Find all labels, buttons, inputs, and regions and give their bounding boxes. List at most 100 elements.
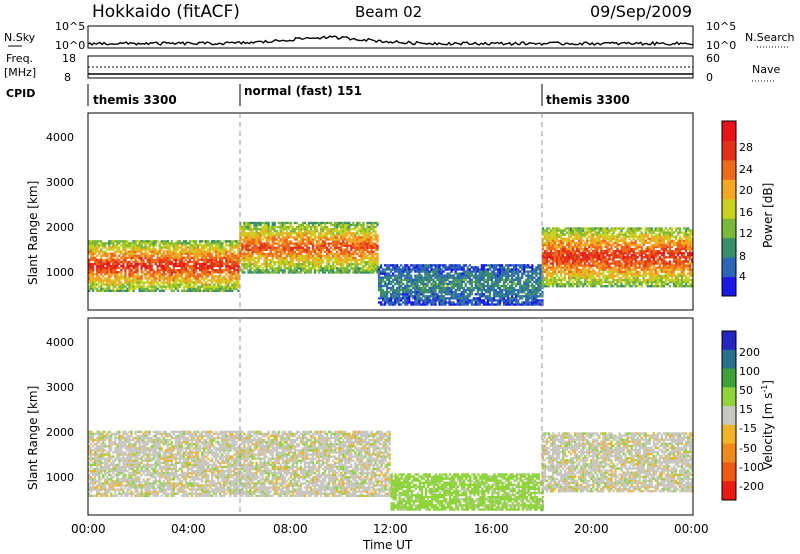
power-cell (488, 276, 492, 279)
power-cell (535, 290, 538, 294)
power-cell (559, 237, 563, 240)
power-cell (88, 281, 91, 284)
power-cell (396, 282, 399, 286)
power-cell (582, 239, 585, 243)
power-cell (251, 238, 254, 241)
power-cell (154, 277, 157, 280)
power-cell (567, 274, 571, 278)
power-cell (174, 242, 178, 245)
power-cell (190, 266, 194, 270)
power-cell (381, 268, 385, 271)
power-cell (432, 268, 435, 271)
power-cell (186, 264, 190, 268)
power-cell (576, 243, 579, 247)
power-cell (269, 238, 272, 241)
power-cell (412, 284, 415, 288)
power-cell (486, 268, 490, 271)
power-cell (142, 281, 145, 284)
power-cell (271, 244, 274, 247)
power-cell (545, 278, 549, 282)
power-cell (416, 278, 419, 281)
power-cell (198, 244, 202, 247)
power-cell (452, 286, 455, 290)
power-cell (176, 285, 180, 288)
power-cell (142, 254, 145, 257)
power-cell (545, 260, 549, 263)
power-cell (192, 258, 196, 262)
power-cell (567, 231, 571, 234)
power-cell (513, 288, 516, 292)
power-cell (305, 254, 309, 258)
power-cell (436, 278, 439, 281)
power-cell (219, 246, 222, 249)
power-cell (122, 266, 125, 270)
power-cell (527, 272, 530, 275)
power-cell (470, 284, 473, 288)
power-cell (527, 266, 530, 269)
power-cell (180, 242, 184, 245)
power-cell (104, 246, 107, 249)
power-cell (430, 299, 433, 302)
power-cell (245, 258, 248, 262)
power-cell (438, 301, 441, 304)
power-cell (517, 276, 520, 279)
power-cell (295, 225, 299, 229)
power-cell (424, 282, 427, 286)
power-cell (255, 265, 258, 268)
power-cell (108, 262, 111, 266)
power-cell (559, 280, 563, 284)
power-cell (198, 262, 202, 266)
power-cell (368, 227, 371, 231)
power-cell (100, 283, 103, 286)
power-cell (490, 264, 494, 267)
power-cell (148, 268, 151, 272)
power-cell (152, 279, 155, 282)
power-cell (533, 295, 536, 298)
power-cell (301, 238, 305, 241)
power-cell (114, 279, 117, 282)
power-cell (154, 258, 157, 262)
power-cell (490, 280, 494, 284)
power-cell (332, 269, 335, 272)
power-cell (416, 288, 419, 292)
power-cell (452, 295, 455, 298)
power-cell (319, 223, 323, 227)
power-cell (261, 225, 264, 229)
power-cell (420, 286, 423, 290)
power-cell (287, 252, 290, 256)
power-cell (541, 247, 545, 251)
power-cell (122, 248, 125, 251)
power-cell (559, 249, 563, 253)
power-cell (229, 287, 232, 290)
power-cell (275, 238, 278, 241)
power-cell (442, 276, 445, 279)
power-cell (574, 229, 577, 232)
power-cell (265, 223, 268, 227)
power-cell (124, 252, 127, 255)
power-cell (144, 275, 147, 278)
power-cell (186, 242, 190, 245)
power-cell (414, 295, 417, 298)
power-cell (408, 284, 411, 288)
power-cell (225, 258, 228, 262)
power-cell (132, 250, 135, 253)
power-cell (176, 262, 180, 266)
power-cell (478, 293, 482, 296)
power-cell (202, 248, 206, 251)
power-cell (162, 254, 165, 257)
power-cell (531, 274, 534, 277)
power-cell (400, 274, 403, 277)
power-cell (88, 252, 91, 255)
power-cell (166, 277, 169, 280)
power-cell (213, 260, 216, 264)
power-cell (249, 221, 252, 225)
power-cell (346, 267, 349, 270)
power-cell (94, 279, 97, 282)
power-cell (223, 271, 226, 274)
power-cell (549, 268, 553, 271)
power-cell (241, 227, 244, 231)
power-cell (406, 272, 409, 275)
power-cell (338, 267, 341, 270)
power-cell (174, 248, 178, 251)
power-cell (370, 246, 373, 249)
